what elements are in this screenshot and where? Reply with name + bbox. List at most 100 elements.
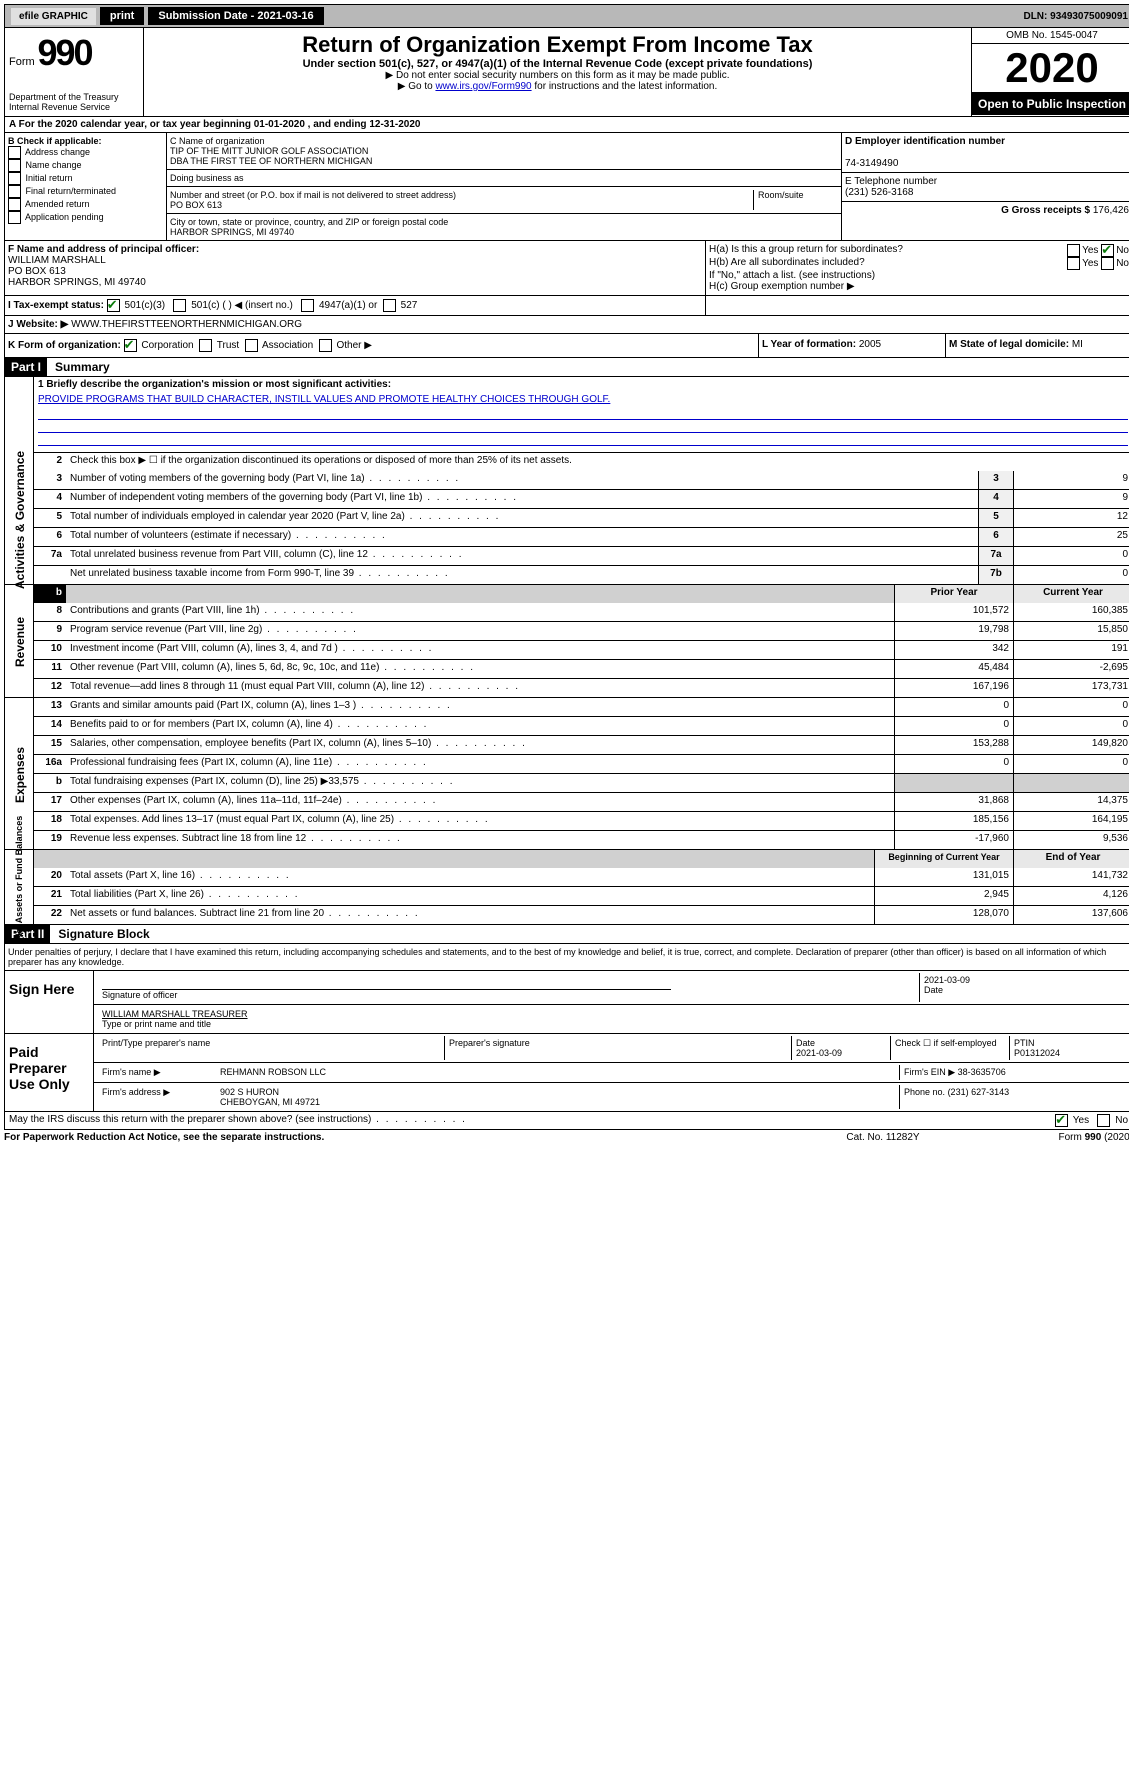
irs-label: Internal Revenue Service [9,102,139,112]
opt-address-change: Address change [25,147,90,157]
checkbox-amended[interactable] [8,198,21,211]
table-row: bTotal fundraising expenses (Part IX, co… [34,773,1129,792]
firm-phone: (231) 627-3143 [948,1087,1010,1097]
print-button[interactable]: print [100,7,144,25]
efile-label: efile GRAPHIC [11,8,96,25]
k-corp[interactable] [124,339,137,352]
opt-final-return: Final return/terminated [26,186,117,196]
form-prefix: Form [9,56,35,68]
discuss-no[interactable] [1097,1114,1110,1127]
line1-label: 1 Briefly describe the organization's mi… [38,379,391,390]
k-trust[interactable] [199,339,212,352]
note2-post: for instructions and the latest informat… [534,81,717,92]
d-tel-label: E Telephone number [845,176,937,187]
i-opt2: 4947(a)(1) or [319,300,377,311]
k-other[interactable] [319,339,332,352]
i-501c[interactable] [173,299,186,312]
paid-h5-label: PTIN [1014,1038,1035,1048]
part1-header-row: Part I Summary [4,358,1129,377]
table-row: 11Other revenue (Part VIII, column (A), … [34,659,1129,678]
table-row: 19Revenue less expenses. Subtract line 1… [34,830,1129,849]
c-city: HARBOR SPRINGS, MI 49740 [170,227,294,237]
table-row: 16aProfessional fundraising fees (Part I… [34,754,1129,773]
side-governance: Activities & Governance [5,377,34,584]
opt-app-pending: Application pending [25,212,104,222]
ha-no[interactable] [1101,244,1114,257]
hb-yes[interactable] [1067,257,1080,270]
form-subtitle: Under section 501(c), 527, or 4947(a)(1)… [148,58,967,70]
top-bar: efile GRAPHIC print Submission Date - 20… [4,4,1129,28]
paperwork-notice: For Paperwork Reduction Act Notice, see … [4,1132,783,1143]
table-row: 7aTotal unrelated business revenue from … [34,546,1129,565]
firm-name: REHMANN ROBSON LLC [216,1065,899,1080]
sig-officer-label: Signature of officer [102,990,177,1000]
form-title: Return of Organization Exempt From Incom… [148,32,967,58]
checkbox-final-return[interactable] [8,185,21,198]
i-501c3[interactable] [107,299,120,312]
i-opt1: 501(c) ( ) ◀ (insert no.) [191,300,293,311]
part1-body: Activities & Governance 1 Briefly descri… [4,377,1129,585]
firm-phone-label: Phone no. [904,1087,945,1097]
firm-addr-label: Firm's address ▶ [98,1085,216,1109]
table-row: 18Total expenses. Add lines 13–17 (must … [34,811,1129,830]
part1-badge: Part I [5,358,47,376]
side-netassets: Net Assets or Fund Balances [5,850,34,924]
table-row: 5Total number of individuals employed in… [34,508,1129,527]
k-opt2: Association [262,340,313,351]
c-org-name1: TIP OF THE MITT JUNIOR GOLF ASSOCIATION [170,146,368,156]
checkbox-address-change[interactable] [8,146,21,159]
table-row: 8Contributions and grants (Part VIII, li… [34,603,1129,621]
header-center: Return of Organization Exempt From Incom… [144,28,971,116]
box-d: D Employer identification number 74-3149… [842,133,1129,240]
ha-label: H(a) Is this a group return for subordin… [709,244,1067,257]
sign-name-label: Type or print name and title [102,1019,211,1029]
i-4947[interactable] [301,299,314,312]
k-opt1: Trust [217,340,239,351]
box-f: F Name and address of principal officer:… [5,241,706,295]
i-opt0: 501(c)(3) [125,300,166,311]
side-net-label: Net Assets or Fund Balances [14,840,24,940]
c-name-label: C Name of organization [170,136,265,146]
k-assoc[interactable] [245,339,258,352]
header-right: OMB No. 1545-0047 2020 Open to Public In… [971,28,1129,116]
dept-label: Department of the Treasury [9,92,139,102]
table-row: 20Total assets (Part X, line 16)131,0151… [34,868,1129,886]
section-bcd: B Check if applicable: Address change Na… [4,133,1129,241]
table-row: 15Salaries, other compensation, employee… [34,735,1129,754]
cat-no: Cat. No. 11282Y [783,1132,983,1143]
d-gross-label: G Gross receipts $ [1001,205,1090,216]
side-rev-label: Revenue [13,577,27,707]
firm-ein-label: Firm's EIN ▶ [904,1067,955,1077]
i-527[interactable] [383,299,396,312]
f-addr2: HARBOR SPRINGS, MI 49740 [8,277,146,288]
paid-label: Paid Preparer Use Only [5,1034,94,1111]
footer-bottom: For Paperwork Reduction Act Notice, see … [4,1130,1129,1145]
col-end: End of Year [1013,850,1129,868]
opt-name-change: Name change [26,160,82,170]
c-addr: PO BOX 613 [170,200,222,210]
table-row: Net unrelated business taxable income fr… [34,565,1129,584]
checkbox-initial-return[interactable] [8,172,21,185]
table-row: 10Investment income (Part VIII, column (… [34,640,1129,659]
side-revenue: Revenue [5,585,34,697]
paid-h5-val: P01312024 [1014,1048,1060,1058]
irs-link[interactable]: www.irs.gov/Form990 [435,81,531,92]
table-row: 9Program service revenue (Part VIII, lin… [34,621,1129,640]
part2-title: Signature Block [50,925,157,943]
firm-addr2: CHEBOYGAN, MI 49721 [220,1097,320,1107]
form-note2: ▶ Go to www.irs.gov/Form990 for instruct… [148,81,967,92]
c-dba-label: Doing business as [167,170,841,187]
sign-date-label: Date [924,985,943,995]
box-h: H(a) Is this a group return for subordin… [706,241,1129,295]
table-row: 14Benefits paid to or for members (Part … [34,716,1129,735]
ha-yes[interactable] [1067,244,1080,257]
col-begin: Beginning of Current Year [874,850,1013,868]
checkbox-application-pending[interactable] [8,211,21,224]
checkbox-name-change[interactable] [8,159,21,172]
paid-h3-label: Date [796,1038,815,1048]
f-label: F Name and address of principal officer: [8,244,199,255]
part1-title: Summary [47,358,118,376]
row-a-text: A For the 2020 calendar year, or tax yea… [9,119,420,130]
discuss-yes[interactable] [1055,1114,1068,1127]
hb-no[interactable] [1101,257,1114,270]
